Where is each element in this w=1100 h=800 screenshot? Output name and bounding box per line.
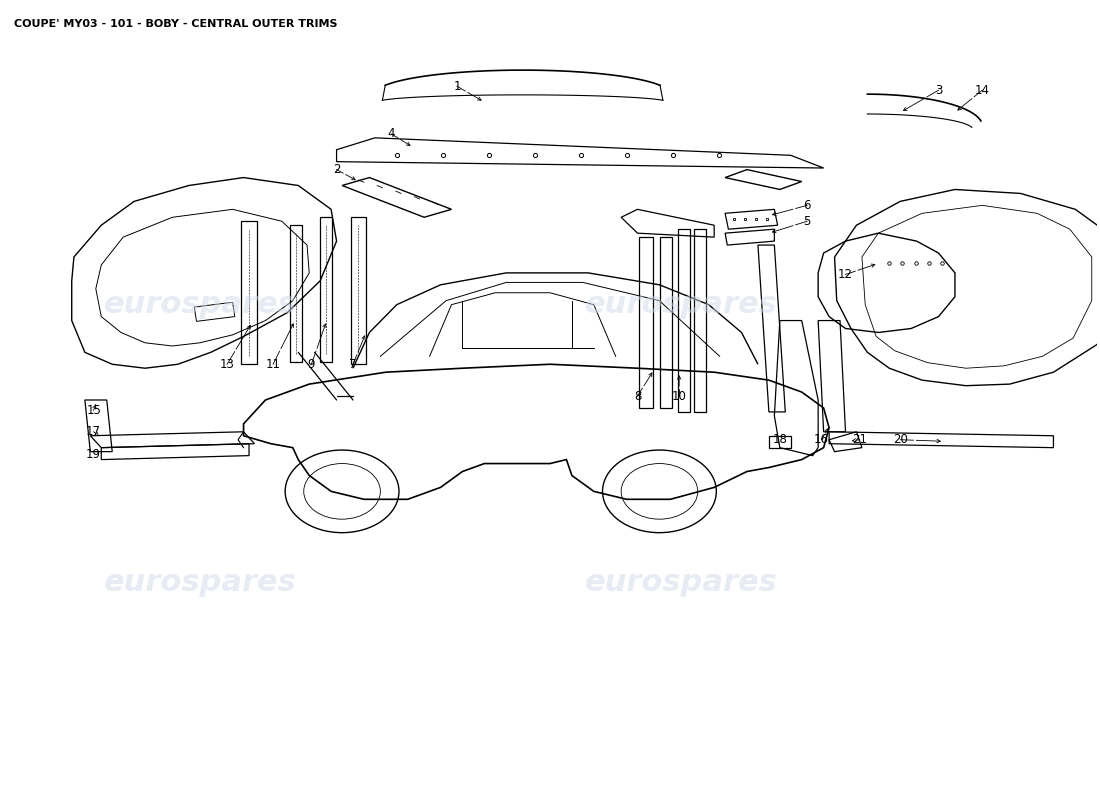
Text: 10: 10 — [672, 390, 686, 402]
Text: 2: 2 — [333, 163, 340, 176]
Text: 3: 3 — [935, 84, 943, 97]
Text: 5: 5 — [803, 214, 811, 228]
Text: 1: 1 — [453, 80, 461, 93]
Text: 18: 18 — [772, 434, 788, 446]
Text: eurospares: eurospares — [103, 290, 296, 319]
Text: 13: 13 — [220, 358, 234, 370]
Text: 21: 21 — [852, 434, 867, 446]
Text: 8: 8 — [634, 390, 641, 402]
Text: 19: 19 — [86, 447, 101, 461]
Text: 20: 20 — [893, 434, 907, 446]
Text: 11: 11 — [265, 358, 280, 370]
Text: 9: 9 — [308, 358, 316, 370]
Text: COUPE' MY03 - 101 - BOBY - CENTRAL OUTER TRIMS: COUPE' MY03 - 101 - BOBY - CENTRAL OUTER… — [13, 18, 338, 29]
Text: 7: 7 — [349, 358, 356, 370]
Text: eurospares: eurospares — [585, 568, 778, 598]
Text: 12: 12 — [838, 268, 853, 281]
Text: eurospares: eurospares — [585, 290, 778, 319]
Text: 17: 17 — [86, 426, 101, 438]
Text: 16: 16 — [814, 434, 829, 446]
Text: 4: 4 — [387, 127, 395, 140]
Text: 14: 14 — [975, 84, 990, 97]
Text: 15: 15 — [86, 404, 101, 417]
Text: eurospares: eurospares — [103, 568, 296, 598]
Text: 6: 6 — [803, 199, 811, 212]
